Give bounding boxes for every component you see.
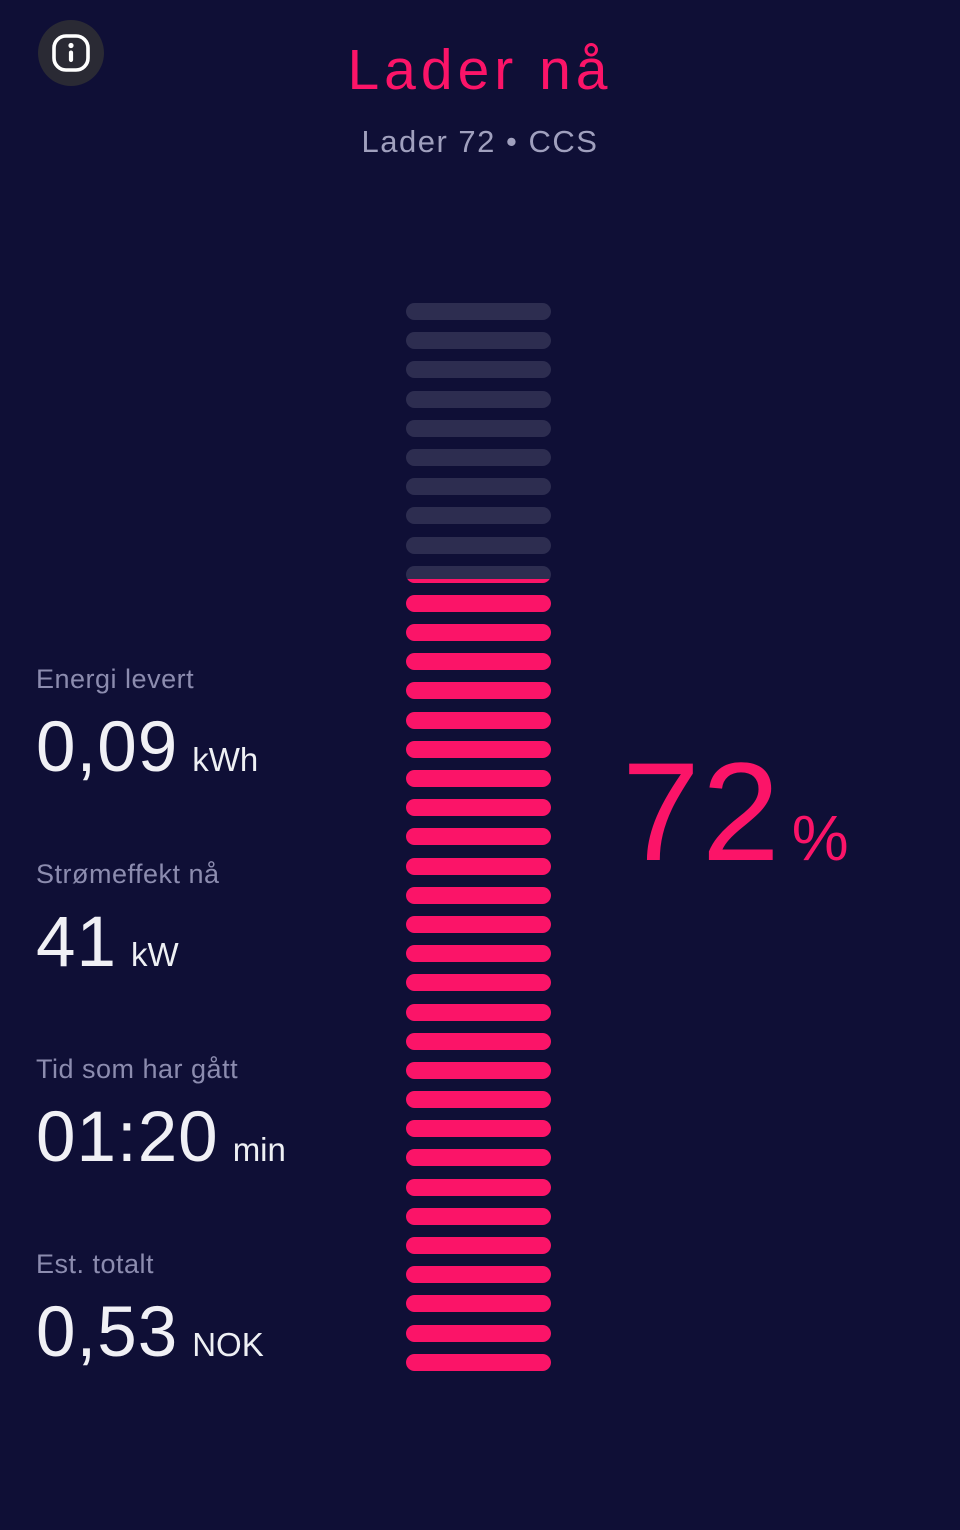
stat-unit: kW (130, 935, 179, 973)
info-button[interactable] (38, 20, 104, 86)
meter-segment (406, 419, 551, 437)
charge-percent: 72% (622, 742, 849, 882)
stat-unit: min (232, 1130, 286, 1168)
meter-segment (406, 1353, 551, 1371)
meter-segment (406, 361, 551, 379)
meter-segment (406, 1003, 551, 1021)
stat-label: Energi levert (36, 664, 195, 694)
stat-value: 0,53 (36, 1292, 179, 1372)
meter-segment (406, 711, 551, 729)
stat-value: 0,09 (36, 707, 179, 787)
meter-segment (406, 1149, 551, 1167)
charger-subtitle: Lader 72 • CCS (361, 124, 599, 159)
meter-segment (406, 1061, 551, 1079)
meter-segment (406, 1032, 551, 1050)
stat-estimated-total: Est. totalt 0,53 NOK (36, 1249, 264, 1367)
meter-segment (406, 945, 551, 963)
meter-segment (406, 828, 551, 846)
meter-segment (406, 1295, 551, 1313)
meter-segment (406, 1120, 551, 1138)
meter-segment (406, 448, 551, 466)
meter-segment (406, 390, 551, 408)
page-title: Lader nå (347, 38, 613, 102)
meter-segment (406, 915, 551, 933)
stat-current-power: Strømeffekt nå 41 kW (36, 859, 220, 977)
meter-segment (406, 740, 551, 758)
stat-elapsed-time: Tid som har gått 01:20 min (36, 1054, 286, 1172)
info-icon (51, 33, 91, 73)
stat-energy-delivered: Energi levert 0,09 kWh (36, 664, 259, 782)
meter-segment (406, 1207, 551, 1225)
stat-label: Est. totalt (36, 1249, 155, 1279)
meter-segment (406, 1091, 551, 1109)
meter-segment (406, 799, 551, 817)
stat-label: Tid som har gått (36, 1054, 239, 1084)
meter-segment (406, 507, 551, 525)
stat-unit: kWh (192, 740, 259, 778)
meter-segment (406, 624, 551, 642)
charge-meter (406, 303, 551, 1371)
meter-segment (406, 1178, 551, 1196)
stat-value: 01:20 (36, 1097, 219, 1177)
meter-segment (406, 594, 551, 612)
header: Lader nå Lader 72 • CCS (0, 0, 960, 160)
meter-segment (406, 536, 551, 554)
meter-segment (406, 1237, 551, 1254)
meter-segment (406, 565, 551, 583)
charge-percent-value: 72 (622, 733, 782, 890)
meter-segment (406, 1266, 551, 1284)
meter-segment (406, 1324, 551, 1342)
stat-unit: NOK (192, 1325, 264, 1363)
meter-segment (406, 770, 551, 787)
stat-label: Strømeffekt nå (36, 859, 220, 889)
percent-symbol: % (791, 802, 849, 874)
meter-segment (406, 303, 551, 320)
meter-segment (406, 886, 551, 904)
meter-segment (406, 974, 551, 992)
meter-segment (406, 857, 551, 875)
meter-segment (406, 682, 551, 700)
meter-segment (406, 478, 551, 496)
meter-segment (406, 653, 551, 671)
stat-value: 41 (36, 902, 117, 982)
meter-segment (406, 332, 551, 350)
